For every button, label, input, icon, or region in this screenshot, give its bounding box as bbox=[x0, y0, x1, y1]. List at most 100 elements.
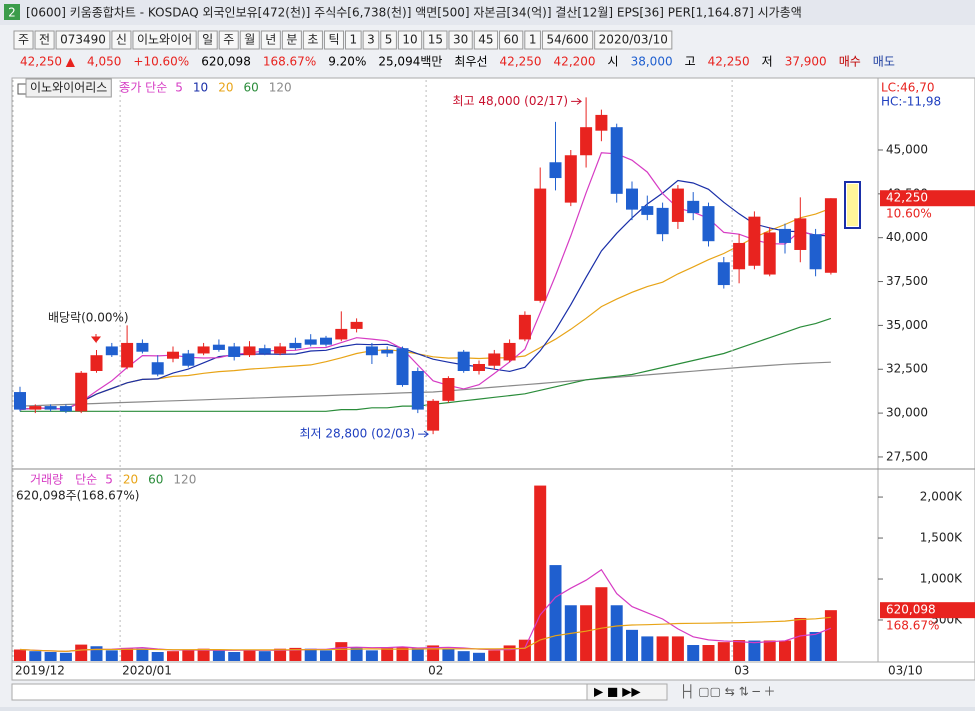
last-volume-change: 168.67% bbox=[886, 619, 939, 633]
toolbar-item[interactable]: 45 bbox=[478, 33, 493, 47]
y-tick-label: 30,000 bbox=[886, 406, 928, 420]
candle-body bbox=[733, 242, 746, 270]
candle-body bbox=[809, 234, 822, 270]
last-change: 10.60% bbox=[886, 207, 932, 221]
volume-bar bbox=[702, 645, 715, 661]
toolbar-button[interactable] bbox=[218, 30, 239, 50]
toolbar-button[interactable] bbox=[239, 30, 260, 50]
toolbar-button[interactable] bbox=[473, 30, 499, 50]
toolbar-button[interactable] bbox=[423, 30, 448, 50]
candle-body bbox=[656, 207, 669, 235]
info-item: 38,000 bbox=[631, 55, 673, 69]
candle-body bbox=[488, 353, 501, 366]
badge-bg bbox=[4, 4, 20, 20]
candle-body bbox=[90, 355, 103, 371]
toolbar-button[interactable] bbox=[362, 30, 380, 50]
volume-ma-line bbox=[19, 568, 832, 653]
zoom-icons[interactable]: ├┤ ▢▢ ⇆ ⇅ ─ ＋ bbox=[680, 684, 776, 699]
toolbar-button[interactable] bbox=[344, 30, 362, 50]
toolbar-item[interactable]: 10 bbox=[402, 33, 417, 47]
candle-body bbox=[580, 127, 593, 156]
volume-bar bbox=[167, 651, 179, 661]
toolbar-button[interactable] bbox=[13, 30, 34, 50]
title-bar bbox=[0, 0, 975, 25]
info-item: 25,094백만 bbox=[378, 55, 442, 69]
toolbar-item[interactable]: 분 bbox=[286, 33, 297, 47]
toolbar-button[interactable] bbox=[132, 30, 197, 50]
toolbar-item[interactable]: 1 bbox=[349, 33, 357, 47]
toolbar-button[interactable] bbox=[524, 30, 541, 50]
volume-bar bbox=[14, 649, 26, 661]
y-tick-label: 40,000 bbox=[886, 230, 928, 244]
toolbar-item[interactable]: 1 bbox=[529, 33, 537, 47]
ma-line bbox=[20, 317, 832, 412]
volume-bar bbox=[733, 640, 746, 661]
toolbar-item[interactable]: 주 bbox=[223, 33, 234, 47]
toolbar-item[interactable]: 15 bbox=[428, 33, 443, 47]
candle-body bbox=[824, 198, 837, 273]
toolbar-button[interactable] bbox=[260, 30, 281, 50]
legend-title: 이노와이어리스 bbox=[30, 81, 107, 95]
candle-body bbox=[641, 206, 654, 215]
candle-body bbox=[136, 342, 149, 352]
toolbar-item[interactable]: 30 bbox=[453, 33, 468, 47]
candle-body bbox=[626, 188, 638, 210]
volume-bar bbox=[396, 647, 409, 661]
toolbar-button[interactable] bbox=[302, 30, 323, 50]
volume-bar bbox=[503, 645, 516, 661]
legend-entry: 5 bbox=[105, 473, 113, 487]
toolbar-button[interactable] bbox=[55, 30, 111, 50]
toolbar-button[interactable] bbox=[397, 30, 423, 50]
toolbar-button[interactable] bbox=[197, 30, 218, 50]
ma-line bbox=[19, 179, 831, 411]
toolbar-item[interactable]: 틱 bbox=[328, 33, 339, 47]
candle-body bbox=[258, 348, 271, 354]
candle-body bbox=[779, 228, 791, 243]
toolbar-item[interactable]: 5 bbox=[385, 33, 393, 47]
legend-entry: 20 bbox=[218, 81, 233, 95]
scrollbar[interactable] bbox=[11, 683, 588, 701]
toolbar-item[interactable]: 전 bbox=[39, 33, 50, 47]
volume-bar bbox=[580, 605, 593, 661]
volume-bar bbox=[534, 485, 547, 661]
toolbar-button[interactable] bbox=[541, 30, 594, 50]
toolbar-button[interactable] bbox=[34, 30, 55, 50]
toolbar-button[interactable] bbox=[499, 30, 524, 50]
toolbar-item[interactable]: 신 bbox=[116, 33, 127, 47]
toolbar-button[interactable] bbox=[448, 30, 473, 50]
volume-bar bbox=[320, 650, 332, 661]
toolbar-item[interactable]: 초 bbox=[307, 33, 318, 47]
toolbar-item[interactable]: 년 bbox=[265, 33, 276, 47]
play-icons[interactable]: ▶ ■ ▶▶ bbox=[594, 685, 641, 699]
playback-controls[interactable] bbox=[586, 683, 668, 701]
toolbar-button[interactable] bbox=[594, 30, 673, 50]
volume-bar bbox=[350, 647, 363, 661]
toolbar-item[interactable]: 일 bbox=[202, 33, 213, 47]
toolbar-item[interactable]: 60 bbox=[504, 33, 519, 47]
toolbar-button[interactable] bbox=[111, 30, 132, 50]
info-item: 42,200 bbox=[554, 55, 596, 69]
y-tick-label: 1,000K bbox=[920, 572, 963, 586]
toolbar-button[interactable] bbox=[380, 30, 397, 50]
volume-bar bbox=[626, 629, 638, 661]
toolbar-item[interactable]: 2020/03/10 bbox=[599, 33, 668, 47]
candle-body bbox=[411, 371, 424, 410]
toolbar-item[interactable]: 54/600 bbox=[546, 33, 588, 47]
info-item: 42,250 bbox=[500, 55, 542, 69]
toolbar-item[interactable]: 이노와이어 bbox=[137, 33, 192, 47]
candle-body bbox=[212, 344, 225, 350]
toolbar-button[interactable] bbox=[323, 30, 344, 50]
candle-body bbox=[671, 188, 684, 222]
axis-bg bbox=[877, 77, 975, 663]
candle-body bbox=[365, 346, 378, 356]
volume-bar bbox=[809, 631, 822, 661]
volume-bar bbox=[197, 648, 210, 661]
volume-ma-line bbox=[19, 616, 831, 653]
candle-body bbox=[549, 162, 562, 179]
toolbar-item[interactable]: 073490 bbox=[60, 33, 106, 47]
toolbar-item[interactable]: 월 bbox=[244, 33, 255, 47]
toolbar-item[interactable]: 3 bbox=[367, 33, 375, 47]
toolbar-item[interactable]: 주 bbox=[18, 33, 29, 47]
toolbar-button[interactable] bbox=[281, 30, 302, 50]
